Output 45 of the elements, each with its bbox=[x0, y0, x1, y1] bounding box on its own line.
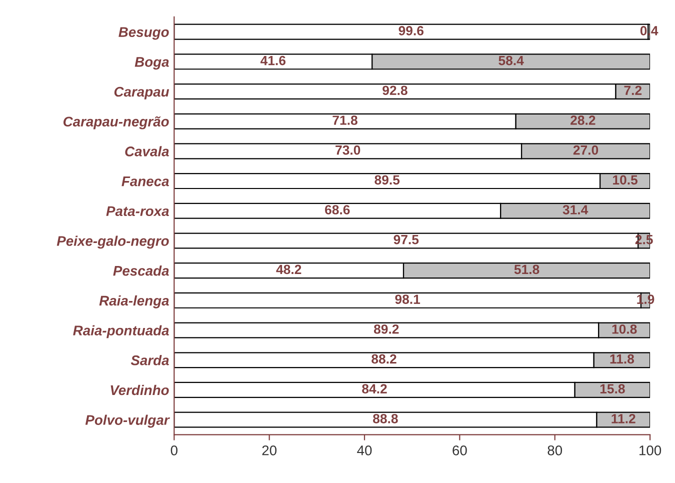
x-tick-label: 80 bbox=[548, 445, 562, 456]
y-tick-label: Carapau-negrão bbox=[63, 116, 169, 130]
data-label: 27.0 bbox=[573, 145, 598, 155]
y-tick-label: Raia-lenga bbox=[99, 295, 169, 308]
data-label: 89.2 bbox=[374, 324, 399, 334]
data-label: 51.8 bbox=[514, 264, 540, 274]
y-tick-label: Cavala bbox=[125, 146, 169, 156]
y-tick-label: Pata-roxa bbox=[106, 206, 169, 216]
data-label: 89.5 bbox=[374, 175, 400, 185]
y-tick-label: Sarda bbox=[130, 355, 169, 366]
data-label: 88.2 bbox=[372, 354, 396, 364]
data-label: 11.8 bbox=[610, 354, 634, 364]
data-label: 97.5 bbox=[394, 234, 419, 244]
data-label: 10.5 bbox=[613, 175, 638, 185]
data-label: 68.6 bbox=[325, 205, 350, 214]
data-label: 48.2 bbox=[276, 264, 302, 274]
y-tick-label: Carapau bbox=[114, 86, 170, 100]
x-tick-label: 40 bbox=[357, 445, 372, 456]
data-label: 41.6 bbox=[260, 56, 286, 66]
data-label: 71.8 bbox=[332, 116, 358, 125]
y-tick-label: Peixe-galo-negro bbox=[56, 236, 169, 249]
x-tick-label: 20 bbox=[262, 445, 277, 456]
y-tick-label: Polvo-vulgar bbox=[85, 414, 170, 428]
y-tick-label: Raia-pontuada bbox=[73, 325, 169, 338]
x-tick-label: 100 bbox=[640, 445, 662, 456]
y-tick-label: Boga bbox=[134, 57, 169, 70]
data-label: 28.2 bbox=[570, 116, 596, 125]
y-tick-label: Besugo bbox=[118, 27, 169, 40]
data-label: 84.2 bbox=[362, 384, 387, 394]
x-tick-label: 0 bbox=[170, 445, 178, 456]
data-label: 11.2 bbox=[612, 414, 636, 424]
data-label: 15.8 bbox=[600, 384, 625, 394]
data-label: 73.0 bbox=[336, 145, 360, 155]
data-label: 99.6 bbox=[398, 26, 424, 36]
data-label: 98.1 bbox=[395, 294, 420, 304]
y-tick-label: Faneca bbox=[122, 176, 169, 186]
data-label: 7.2 bbox=[624, 86, 642, 95]
data-label: 31.4 bbox=[562, 205, 588, 214]
x-tick-label: 60 bbox=[452, 445, 467, 456]
data-label: 10.8 bbox=[612, 324, 637, 334]
data-label: 58.4 bbox=[498, 56, 524, 66]
data-label: 92.8 bbox=[382, 86, 408, 96]
data-label: 88.8 bbox=[373, 414, 398, 424]
y-tick-label: Verdinho bbox=[110, 384, 169, 396]
y-tick-label: Pescada bbox=[113, 266, 169, 276]
